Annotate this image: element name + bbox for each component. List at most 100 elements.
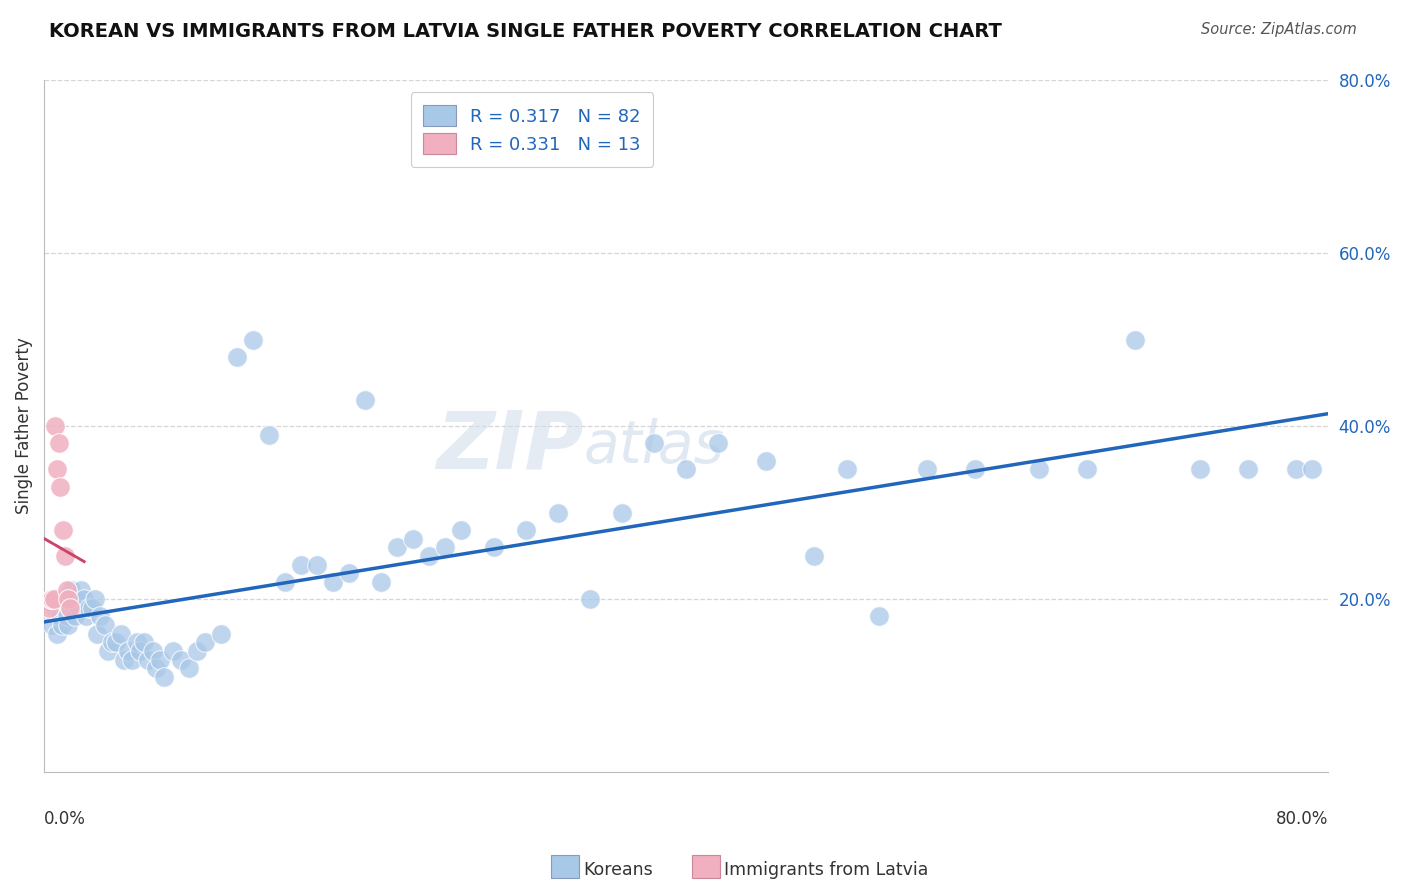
Point bbox=[48, 592, 70, 607]
Point bbox=[53, 549, 76, 563]
Point bbox=[132, 635, 155, 649]
Point bbox=[257, 427, 280, 442]
Point bbox=[1125, 333, 1147, 347]
Point bbox=[129, 644, 152, 658]
Point bbox=[354, 393, 377, 408]
Point bbox=[578, 592, 600, 607]
Point bbox=[86, 626, 108, 640]
Point bbox=[46, 626, 69, 640]
Point bbox=[112, 653, 135, 667]
Point bbox=[67, 600, 90, 615]
Point bbox=[70, 583, 93, 598]
Point bbox=[418, 549, 440, 563]
Point bbox=[82, 600, 104, 615]
Point bbox=[84, 592, 107, 607]
Point bbox=[547, 506, 569, 520]
Point bbox=[41, 592, 63, 607]
Point bbox=[75, 609, 97, 624]
Point bbox=[177, 661, 200, 675]
Point bbox=[1188, 462, 1211, 476]
Point bbox=[370, 574, 392, 589]
Point bbox=[149, 653, 172, 667]
Text: Immigrants from Latvia: Immigrants from Latvia bbox=[724, 861, 928, 879]
Point bbox=[803, 549, 825, 563]
Point bbox=[65, 592, 87, 607]
Point bbox=[274, 574, 297, 589]
Point bbox=[186, 644, 208, 658]
Point bbox=[49, 480, 72, 494]
Point bbox=[675, 462, 697, 476]
Point bbox=[55, 583, 77, 598]
Y-axis label: Single Father Poverty: Single Father Poverty bbox=[15, 338, 32, 515]
Point bbox=[337, 566, 360, 581]
Point bbox=[835, 462, 858, 476]
Text: atlas: atlas bbox=[583, 418, 724, 475]
Point bbox=[73, 592, 96, 607]
Point bbox=[89, 609, 111, 624]
Text: ZIP: ZIP bbox=[436, 408, 583, 486]
Point bbox=[610, 506, 633, 520]
Point bbox=[60, 583, 83, 598]
Point bbox=[49, 609, 72, 624]
Point bbox=[44, 600, 66, 615]
Point bbox=[110, 626, 132, 640]
Point bbox=[77, 600, 100, 615]
Point bbox=[48, 436, 70, 450]
Point bbox=[52, 523, 75, 537]
Text: 0.0%: 0.0% bbox=[44, 810, 86, 829]
Point bbox=[55, 609, 77, 624]
Text: KOREAN VS IMMIGRANTS FROM LATVIA SINGLE FATHER POVERTY CORRELATION CHART: KOREAN VS IMMIGRANTS FROM LATVIA SINGLE … bbox=[49, 22, 1002, 41]
Legend: R = 0.317   N = 82, R = 0.331   N = 13: R = 0.317 N = 82, R = 0.331 N = 13 bbox=[411, 93, 654, 167]
Point bbox=[42, 592, 65, 607]
Point bbox=[482, 540, 505, 554]
Point bbox=[39, 592, 62, 607]
Point bbox=[121, 653, 143, 667]
Point bbox=[100, 635, 122, 649]
Point bbox=[1285, 462, 1308, 476]
Point bbox=[290, 558, 312, 572]
Point bbox=[755, 453, 778, 467]
Point bbox=[44, 419, 66, 434]
Point bbox=[434, 540, 457, 554]
Point bbox=[56, 592, 79, 607]
Point bbox=[209, 626, 232, 640]
Point bbox=[963, 462, 986, 476]
Text: Source: ZipAtlas.com: Source: ZipAtlas.com bbox=[1201, 22, 1357, 37]
Point bbox=[1076, 462, 1098, 476]
Point bbox=[194, 635, 217, 649]
Point bbox=[1301, 462, 1323, 476]
Point bbox=[868, 609, 890, 624]
Point bbox=[105, 635, 128, 649]
Point bbox=[402, 532, 425, 546]
Point bbox=[38, 600, 60, 615]
Point bbox=[138, 653, 160, 667]
Point bbox=[450, 523, 472, 537]
Point bbox=[97, 644, 120, 658]
Point bbox=[142, 644, 165, 658]
Point bbox=[56, 618, 79, 632]
Point bbox=[322, 574, 344, 589]
Point bbox=[63, 609, 86, 624]
Point bbox=[117, 644, 139, 658]
Point bbox=[52, 592, 75, 607]
Text: Koreans: Koreans bbox=[583, 861, 654, 879]
Point bbox=[915, 462, 938, 476]
Point bbox=[59, 600, 82, 615]
Point bbox=[225, 350, 247, 364]
Point bbox=[1237, 462, 1260, 476]
Point bbox=[153, 670, 176, 684]
Text: 80.0%: 80.0% bbox=[1275, 810, 1329, 829]
Point bbox=[53, 600, 76, 615]
Point bbox=[41, 618, 63, 632]
Point bbox=[127, 635, 149, 649]
Point bbox=[62, 600, 84, 615]
Point bbox=[242, 333, 264, 347]
Point bbox=[162, 644, 184, 658]
Point bbox=[59, 600, 82, 615]
Point bbox=[145, 661, 167, 675]
Point bbox=[94, 618, 117, 632]
Point bbox=[707, 436, 730, 450]
Point bbox=[51, 618, 73, 632]
Point bbox=[515, 523, 537, 537]
Point bbox=[169, 653, 191, 667]
